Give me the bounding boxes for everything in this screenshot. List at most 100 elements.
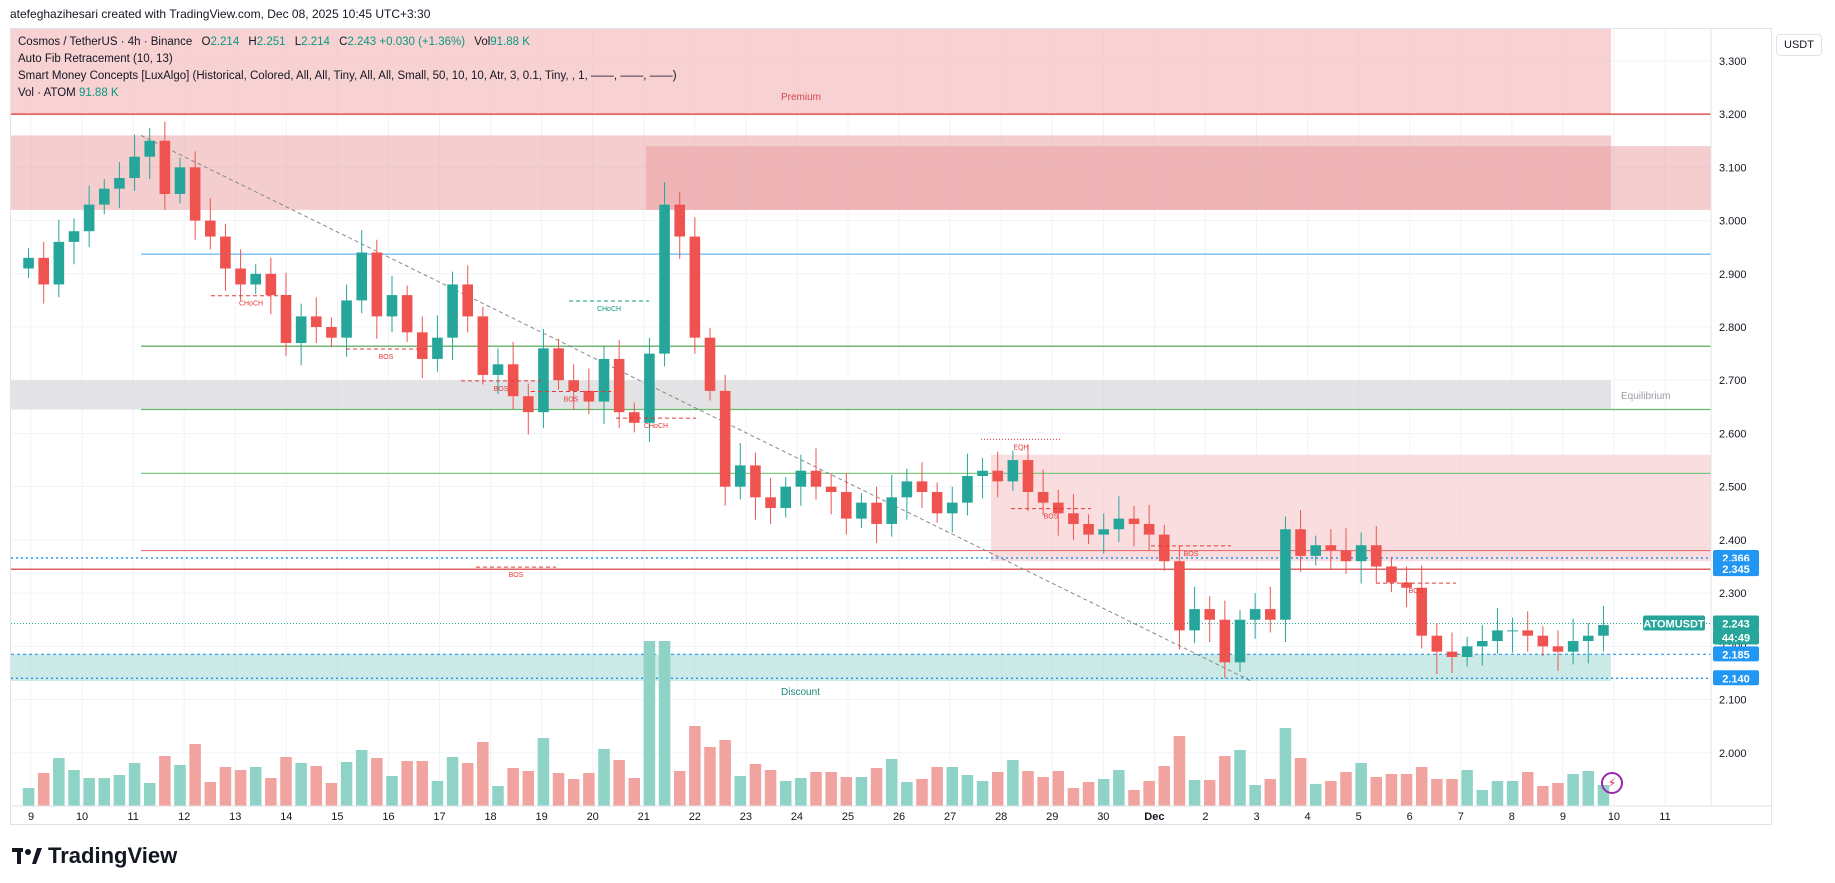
zone-equilibrium xyxy=(11,380,1611,410)
candle-body xyxy=(1310,545,1322,556)
candle-body xyxy=(386,295,398,317)
x-tick-label: 19 xyxy=(536,811,548,823)
zone-discount xyxy=(11,654,1611,681)
legend-open: 2.214 xyxy=(210,36,240,48)
candle-body xyxy=(341,300,352,338)
volume-bar xyxy=(1385,774,1398,806)
legend-l-label: L xyxy=(294,36,302,48)
structure-label: EQH xyxy=(1013,444,1028,451)
candle-body xyxy=(1068,513,1079,524)
volume-bar xyxy=(401,761,413,806)
candle-body xyxy=(356,252,368,301)
candle-body xyxy=(1340,550,1352,562)
candle-body xyxy=(204,220,216,237)
volume-bar xyxy=(1355,763,1367,806)
price-label: 2.345 xyxy=(1722,564,1750,576)
legend-fib-row[interactable]: Auto Fib Retracement (10, 13) xyxy=(18,53,173,65)
x-tick-label: 16 xyxy=(382,811,394,823)
candle-body xyxy=(159,140,171,194)
volume-bar xyxy=(613,760,625,806)
candle-body xyxy=(507,364,519,397)
candlestick-chart[interactable]: Premium Equilibrium Discount CHoCH BOS BOS BOS… xyxy=(11,29,1773,826)
legend-vol-label: Vol xyxy=(474,36,491,48)
volume-bar xyxy=(643,641,656,806)
volume-bar xyxy=(779,781,792,806)
volume-bar xyxy=(1597,785,1610,806)
price-label-bg xyxy=(1643,615,1705,631)
volume-bar xyxy=(1158,766,1171,806)
lightning-icon[interactable]: ⚡ xyxy=(1601,772,1623,794)
volume-bar xyxy=(1249,785,1261,806)
x-tick-label: 5 xyxy=(1356,811,1362,823)
legend-ohlc-row[interactable]: Cosmos / TetherUS · 4h · Binance O2.214 … xyxy=(18,34,677,51)
x-tick-label: 14 xyxy=(280,811,292,823)
candle-body xyxy=(1113,518,1125,530)
volume-bar xyxy=(1022,771,1034,806)
x-tick-label: 10 xyxy=(1608,811,1620,823)
candle-body xyxy=(613,358,625,413)
volume-bar xyxy=(1415,767,1428,806)
legend-vol-row[interactable]: Vol · ATOM 91.88 K xyxy=(18,85,677,102)
candle-body xyxy=(780,486,792,508)
candle-body xyxy=(674,204,686,237)
x-tick-label: Dec xyxy=(1144,811,1164,823)
volume-bar xyxy=(840,777,853,806)
candle-body xyxy=(1401,582,1412,588)
volume-bar xyxy=(1067,788,1080,806)
volume-bar xyxy=(870,768,883,806)
candle-body xyxy=(477,316,489,375)
candle-body xyxy=(886,497,898,524)
structure-label: BOS xyxy=(509,572,524,579)
legend-smc-row[interactable]: Smart Money Concepts [LuxAlgo] (Historic… xyxy=(18,70,677,82)
candle-body xyxy=(1537,635,1549,647)
volume-bar xyxy=(159,756,171,806)
price-label: 2.243 xyxy=(1722,618,1750,630)
volume-bar xyxy=(583,773,595,806)
structure-label: BOS xyxy=(1409,588,1424,595)
candle-body xyxy=(1552,646,1564,652)
volume-bar xyxy=(280,757,292,806)
candles xyxy=(23,121,1609,679)
x-tick-label: 28 xyxy=(995,811,1007,823)
candle-body xyxy=(189,167,201,221)
volume-bar xyxy=(53,758,65,806)
tradingview-logo-icon xyxy=(12,848,42,864)
volume-bar xyxy=(371,758,383,806)
structure-label: BOS xyxy=(379,354,394,361)
candle-body xyxy=(704,337,716,391)
legend-o-label: O xyxy=(201,36,211,48)
candle-body xyxy=(371,252,383,317)
volume-bar xyxy=(946,767,959,806)
x-tick-label: 10 xyxy=(76,811,88,823)
volume-bar xyxy=(234,770,247,806)
structure-label: BOS xyxy=(564,397,579,404)
volume-bar xyxy=(189,744,201,806)
x-tick-label: 2 xyxy=(1202,811,1208,823)
currency-selector[interactable]: USDT xyxy=(1776,34,1822,56)
y-tick-label: 3.300 xyxy=(1719,56,1747,68)
x-tick-label: 11 xyxy=(1659,811,1670,823)
volume-bar xyxy=(1082,782,1095,806)
volume-bar xyxy=(1325,781,1337,806)
x-tick-label: 18 xyxy=(484,811,496,823)
candle-body xyxy=(1522,630,1534,636)
candle-body xyxy=(310,316,322,328)
legend-vol-line-value: 91.88 K xyxy=(78,87,119,99)
supply-block-3 xyxy=(991,454,1711,562)
volume-bar xyxy=(1264,779,1277,806)
structure-label: CHoCH xyxy=(597,306,621,313)
candle-body xyxy=(1355,545,1367,562)
volume-bar xyxy=(113,775,126,806)
candle-body xyxy=(235,268,246,285)
volume-bar xyxy=(825,772,837,806)
x-tick-label: 24 xyxy=(791,811,803,823)
candle-body xyxy=(462,284,474,317)
volume-bar xyxy=(143,783,156,806)
candle-body xyxy=(1264,609,1276,620)
x-tick-label: 27 xyxy=(944,811,956,823)
candle-body xyxy=(114,178,125,189)
volume-bar xyxy=(355,750,368,806)
volume-bar xyxy=(1506,781,1519,806)
volume-bar xyxy=(795,778,807,806)
volume-bar xyxy=(961,775,974,806)
